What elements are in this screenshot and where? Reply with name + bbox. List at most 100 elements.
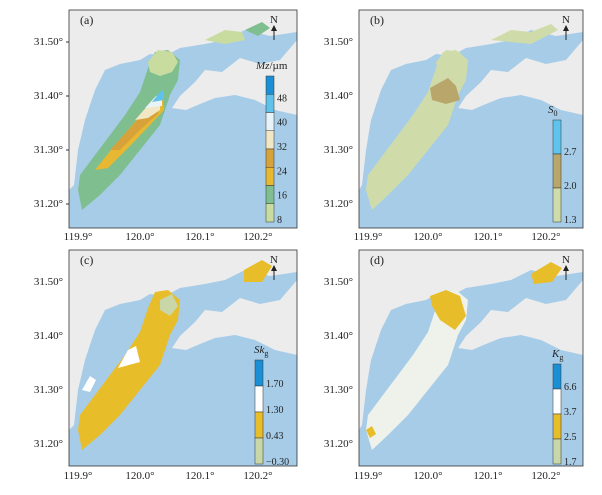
- legend-value: 3.7: [564, 407, 577, 418]
- legend-value: 6.6: [564, 382, 577, 393]
- lake-zone-yellow-2: [366, 426, 376, 438]
- svg-text:N: N: [270, 254, 278, 266]
- svg-text:119.9°: 119.9°: [64, 231, 93, 243]
- legend-value: 1.7: [564, 457, 577, 468]
- svg-text:N: N: [562, 14, 570, 26]
- svg-text:120.1°: 120.1°: [473, 470, 502, 482]
- legend-swatch: [552, 363, 562, 390]
- svg-text:31.40°: 31.40°: [324, 330, 353, 342]
- panel-label: (a): [80, 13, 93, 27]
- panel-label: (b): [370, 13, 384, 27]
- svg-text:N: N: [562, 254, 570, 266]
- legend-value: 8: [277, 215, 282, 226]
- panel-a: (a) N Mz/µm 48 40 32 24 16 8 31.50° 31.40° 31…: [34, 9, 298, 243]
- legend-swatch: [254, 359, 264, 387]
- legend: Mz/µm 48 40 32 24 16 8: [255, 60, 288, 226]
- legend-swatch: [552, 413, 562, 440]
- legend-swatch: [552, 438, 562, 465]
- land-north: [359, 10, 583, 190]
- north-arrow-icon: N: [270, 254, 278, 280]
- legend-value: 1.70: [266, 379, 284, 390]
- legend-swatch: [552, 153, 562, 189]
- svg-text:31.20°: 31.20°: [34, 438, 63, 450]
- svg-text:120.2°: 120.2°: [531, 470, 560, 482]
- legend-value: 40: [277, 118, 287, 129]
- bay-ne: [205, 30, 245, 44]
- lake-zone-white: [118, 346, 140, 368]
- svg-text:120.0°: 120.0°: [125, 470, 154, 482]
- legend-swatch: [265, 94, 275, 113]
- svg-text:31.20°: 31.20°: [34, 198, 63, 210]
- panel-label: (d): [370, 253, 384, 267]
- legend-swatch: [254, 385, 264, 413]
- bay-ne: [244, 260, 272, 282]
- land-north: [359, 250, 583, 430]
- lake-zone-tan: [430, 78, 460, 104]
- x-axis: 119.9° 120.0° 120.1° 120.2°: [64, 470, 273, 482]
- legend-value: 2.5: [564, 432, 577, 443]
- legend-title: Skg: [254, 344, 268, 358]
- svg-text:31.20°: 31.20°: [324, 438, 353, 450]
- land-south: [69, 120, 175, 228]
- legend-swatch: [552, 119, 562, 155]
- svg-text:31.50°: 31.50°: [34, 36, 63, 48]
- legend-swatch: [265, 185, 275, 204]
- panel-d: (d) N Kg 6.6 3.7 2.5 1.7 31.50° 31.40° 31.3…: [324, 249, 584, 482]
- y-axis: 31.50° 31.40° 31.30° 31.20°: [34, 276, 63, 450]
- legend-value: −0.30: [266, 457, 289, 468]
- x-axis: 119.9° 120.0° 120.1° 120.2°: [354, 231, 561, 243]
- lake-zone-white-2: [82, 376, 96, 392]
- svg-text:120.2°: 120.2°: [243, 470, 272, 482]
- lake-zone-cyan: [152, 90, 164, 102]
- panel-label: (c): [80, 253, 93, 267]
- svg-text:31.20°: 31.20°: [324, 198, 353, 210]
- panel-frame: [358, 249, 584, 467]
- legend-swatch: [265, 167, 275, 186]
- svg-text:31.40°: 31.40°: [34, 330, 63, 342]
- svg-text:120.1°: 120.1°: [473, 231, 502, 243]
- svg-text:119.9°: 119.9°: [64, 470, 93, 482]
- svg-text:31.30°: 31.30°: [34, 384, 63, 396]
- land-east: [458, 280, 583, 355]
- svg-text:120.0°: 120.0°: [413, 231, 442, 243]
- legend-value: 1.3: [564, 215, 577, 226]
- svg-text:120.1°: 120.1°: [185, 231, 214, 243]
- svg-text:N: N: [270, 14, 278, 26]
- legend-swatch: [265, 203, 275, 223]
- y-axis: 31.50° 31.40° 31.30° 31.20°: [324, 36, 353, 210]
- x-axis: 119.9° 120.0° 120.1° 120.2°: [64, 231, 273, 243]
- lake-zone: [78, 290, 180, 450]
- legend-value: 16: [277, 191, 287, 202]
- svg-text:31.30°: 31.30°: [324, 384, 353, 396]
- legend-swatch: [265, 130, 275, 150]
- legend-swatch: [265, 75, 275, 95]
- legend-swatch: [254, 437, 264, 465]
- svg-text:119.9°: 119.9°: [354, 231, 383, 243]
- legend-value: 0.43: [266, 431, 284, 442]
- north-arrow-icon: N: [562, 254, 570, 280]
- legend-swatch: [265, 112, 275, 131]
- lake-zone: [366, 290, 468, 450]
- panel-frame: [68, 9, 298, 229]
- svg-text:31.30°: 31.30°: [34, 144, 63, 156]
- legend: Skg 1.70 1.30 0.43 −0.30: [254, 344, 289, 468]
- lake-zone-olive: [160, 294, 178, 316]
- svg-text:31.40°: 31.40°: [324, 90, 353, 102]
- svg-text:120.2°: 120.2°: [243, 231, 272, 243]
- panel-c: (c) N Skg 1.70 1.30 0.43 −0.30 31.50° 31.40…: [34, 249, 298, 482]
- svg-text:119.9°: 119.9°: [354, 470, 383, 482]
- svg-text:31.50°: 31.50°: [324, 36, 353, 48]
- land-north: [69, 10, 297, 190]
- land-east: [458, 40, 583, 115]
- x-axis: 119.9° 120.0° 120.1° 120.2°: [354, 470, 561, 482]
- panel-frame: [68, 249, 298, 467]
- svg-text:120.2°: 120.2°: [531, 231, 560, 243]
- svg-text:120.0°: 120.0°: [413, 470, 442, 482]
- y-axis: 31.50° 31.40° 31.30° 31.20°: [34, 36, 69, 210]
- legend-title: S0: [548, 104, 558, 118]
- svg-text:120.0°: 120.0°: [125, 231, 154, 243]
- bay-north: [148, 50, 178, 76]
- legend: S0 2.7 2.0 1.3: [548, 104, 577, 226]
- legend-value: 2.0: [564, 181, 577, 192]
- y-axis: 31.50° 31.40° 31.30° 31.20°: [324, 276, 353, 450]
